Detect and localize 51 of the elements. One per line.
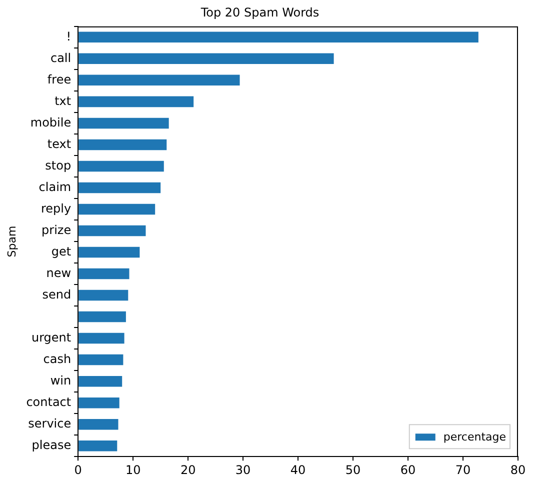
y-tick-label: new xyxy=(46,266,72,280)
bar xyxy=(78,96,194,108)
y-tick-label: send xyxy=(42,287,72,302)
y-tick-label: reply xyxy=(40,201,72,216)
bar xyxy=(78,139,167,150)
x-tick-label: 70 xyxy=(455,462,471,477)
x-tick-label: 30 xyxy=(235,462,251,477)
y-tick-label: mobile xyxy=(30,115,72,130)
bar xyxy=(78,268,130,280)
y-tick-label: get xyxy=(51,244,72,258)
bar xyxy=(78,118,169,129)
y-tick-label: urgent xyxy=(31,330,72,344)
legend-label: percentage xyxy=(443,430,506,444)
y-tick-label: contact xyxy=(26,394,72,409)
y-tick-label: txt xyxy=(54,94,72,108)
bar xyxy=(78,354,124,366)
x-tick-label: 60 xyxy=(400,462,416,477)
bar xyxy=(78,53,334,64)
chart-title: Top 20 Spam Words xyxy=(200,5,320,20)
y-tick-label: win xyxy=(50,373,72,388)
bar xyxy=(78,311,126,322)
y-tick-label: free xyxy=(47,72,72,86)
x-tick-label: 80 xyxy=(510,462,526,477)
bar xyxy=(78,204,156,215)
x-tick-label: 0 xyxy=(74,462,82,477)
bar xyxy=(78,225,146,236)
bar xyxy=(78,290,128,301)
y-axis-title: Spam xyxy=(5,226,18,258)
x-tick-label: 20 xyxy=(180,462,196,477)
y-tick-label: text xyxy=(47,136,72,151)
bar xyxy=(78,32,478,43)
bar xyxy=(78,74,240,86)
x-tick-label: 10 xyxy=(125,462,141,477)
y-tick-label: stop xyxy=(45,158,72,172)
bar xyxy=(78,160,164,172)
y-tick-label: ! xyxy=(66,29,72,44)
y-tick-label: call xyxy=(50,50,72,65)
bar xyxy=(78,332,124,344)
bar xyxy=(78,182,161,194)
bar xyxy=(78,246,140,258)
x-tick-label: 40 xyxy=(290,462,306,477)
bar xyxy=(78,418,118,430)
y-tick-label: service xyxy=(28,416,72,430)
y-tick-label: cash xyxy=(43,352,72,366)
bar xyxy=(78,397,120,408)
x-tick-label: 50 xyxy=(345,462,361,477)
y-tick-label: claim xyxy=(38,180,72,194)
y-tick-label: please xyxy=(32,438,72,452)
bar xyxy=(78,440,118,452)
bar xyxy=(78,376,122,387)
y-tick-label: prize xyxy=(42,222,72,237)
